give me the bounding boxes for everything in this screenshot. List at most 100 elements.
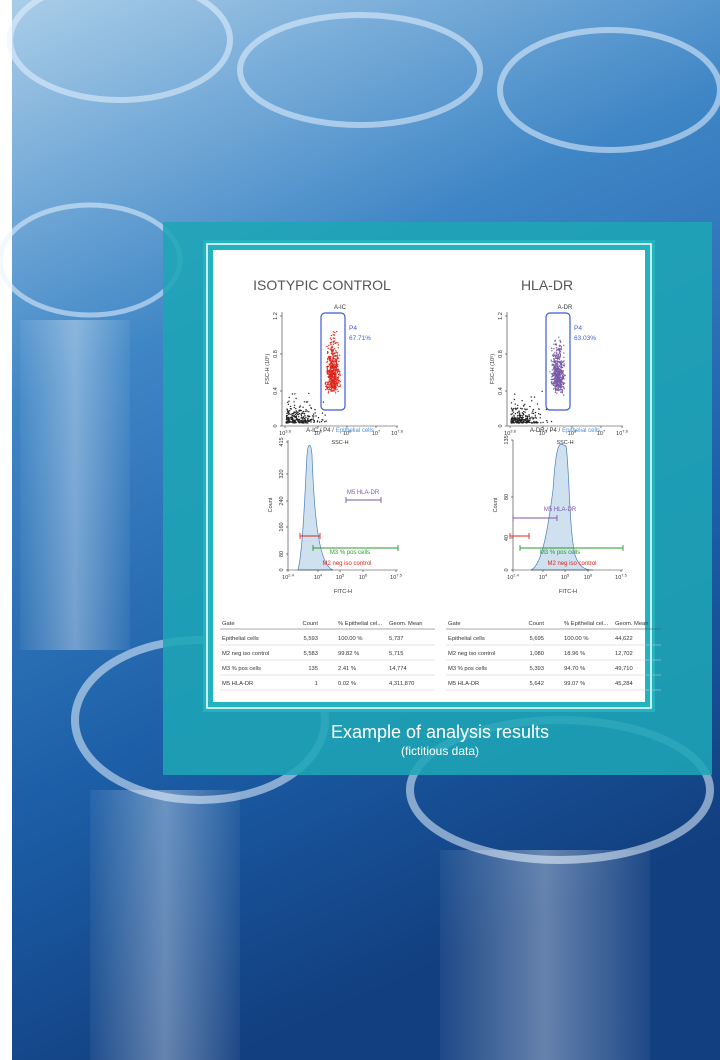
axis-label: FITC-H [559, 589, 577, 595]
tick-label: 104 [314, 573, 323, 582]
event-dot [556, 367, 558, 369]
event-dot [535, 417, 537, 419]
event-dot [330, 385, 332, 387]
axis-label: FSC-H (10⁶) [264, 354, 271, 385]
event-dot [533, 396, 536, 398]
tick-base: 10 [314, 575, 320, 581]
event-dot [561, 364, 563, 366]
event-dot [553, 366, 556, 368]
event-dot [526, 416, 529, 418]
event-dot [326, 365, 328, 368]
event-dot [556, 383, 558, 385]
panel: ISOTYPIC CONTROL A-IC P4 67.71% 0 0.4 0.8 1.2 FS… [220, 277, 435, 691]
event-dot [554, 373, 556, 375]
event-dot [554, 376, 556, 378]
event-dot [339, 385, 341, 388]
event-dot [309, 419, 311, 421]
gate-p4 [320, 312, 346, 411]
event-dot [308, 392, 310, 395]
table-cell: 4,311,870 [389, 681, 414, 687]
event-dot [522, 416, 524, 419]
event-dot [310, 407, 313, 410]
event-dot [317, 417, 320, 419]
event-dot [331, 360, 333, 362]
event-dot [288, 412, 290, 414]
event-dot [286, 412, 288, 415]
event-dot [515, 408, 517, 411]
table-cell: Epithelial cells [222, 636, 259, 642]
event-dot [560, 391, 562, 393]
event-dot [561, 389, 564, 391]
event-dot [559, 354, 562, 356]
tick-exponent: 7.8 [622, 429, 628, 434]
tick-base: 10 [372, 431, 378, 437]
event-dot [329, 378, 331, 380]
event-dot [338, 380, 340, 382]
event-dot [517, 404, 519, 406]
event-dot [334, 386, 337, 388]
event-dot [314, 408, 316, 411]
event-dot [512, 411, 515, 413]
event-dot [332, 348, 334, 351]
table-cell: 0.02 % [338, 681, 356, 687]
event-dot [518, 420, 520, 422]
table-cell: 49,710 [615, 666, 633, 672]
event-dot [560, 341, 562, 343]
event-dot [331, 346, 334, 349]
event-dot [561, 379, 563, 381]
tick-label: 104 [539, 573, 548, 582]
event-dot [291, 393, 294, 395]
event-dot [554, 378, 556, 380]
tick-label: 107.5 [615, 573, 627, 582]
event-dot [331, 379, 333, 381]
event-dot [558, 373, 560, 375]
event-dot [335, 380, 337, 382]
event-dot [524, 419, 526, 421]
table-cell: 100.00 % [338, 636, 363, 642]
event-dot [326, 384, 329, 386]
event-dot [298, 416, 300, 418]
tick-label: 105 [561, 573, 570, 582]
event-dot [326, 352, 329, 354]
event-dot [339, 354, 341, 356]
tick-label: 135 [504, 435, 510, 444]
event-dot [291, 412, 293, 415]
event-dot [523, 421, 525, 423]
event-dot [315, 415, 317, 417]
tick-exponent: 7 [603, 429, 606, 434]
event-dot [307, 422, 309, 424]
tick-label: 0.8 [498, 350, 504, 358]
event-dot [332, 349, 334, 352]
event-dot [559, 350, 561, 352]
event-dot [523, 418, 525, 421]
event-dot [334, 370, 337, 372]
event-dot [560, 345, 562, 347]
event-dot [558, 345, 561, 347]
histogram-curve [530, 443, 594, 571]
gate-label: P4 [349, 325, 357, 332]
event-dot [332, 385, 334, 388]
tick-base: 10 [616, 431, 622, 437]
event-dot [326, 360, 329, 363]
event-dot [510, 402, 513, 404]
event-dot [300, 409, 302, 412]
event-dot [285, 415, 288, 418]
tick-base: 10 [279, 431, 285, 437]
event-dot [553, 378, 555, 381]
event-dot [556, 356, 558, 359]
tube-bodies [20, 320, 650, 1060]
event-dot [300, 417, 302, 419]
event-dot [337, 370, 339, 372]
event-dot [312, 419, 315, 421]
event-dot [337, 357, 340, 359]
event-dot [337, 342, 339, 344]
event-dot [333, 362, 335, 364]
tick-base: 10 [504, 431, 510, 437]
marker-label: M5 HLA-DR [347, 490, 380, 496]
tick-label: 415 [279, 437, 285, 446]
event-dot [539, 413, 542, 416]
event-dot [307, 417, 309, 420]
event-dot [553, 372, 555, 374]
tick-label: 80 [279, 551, 285, 557]
